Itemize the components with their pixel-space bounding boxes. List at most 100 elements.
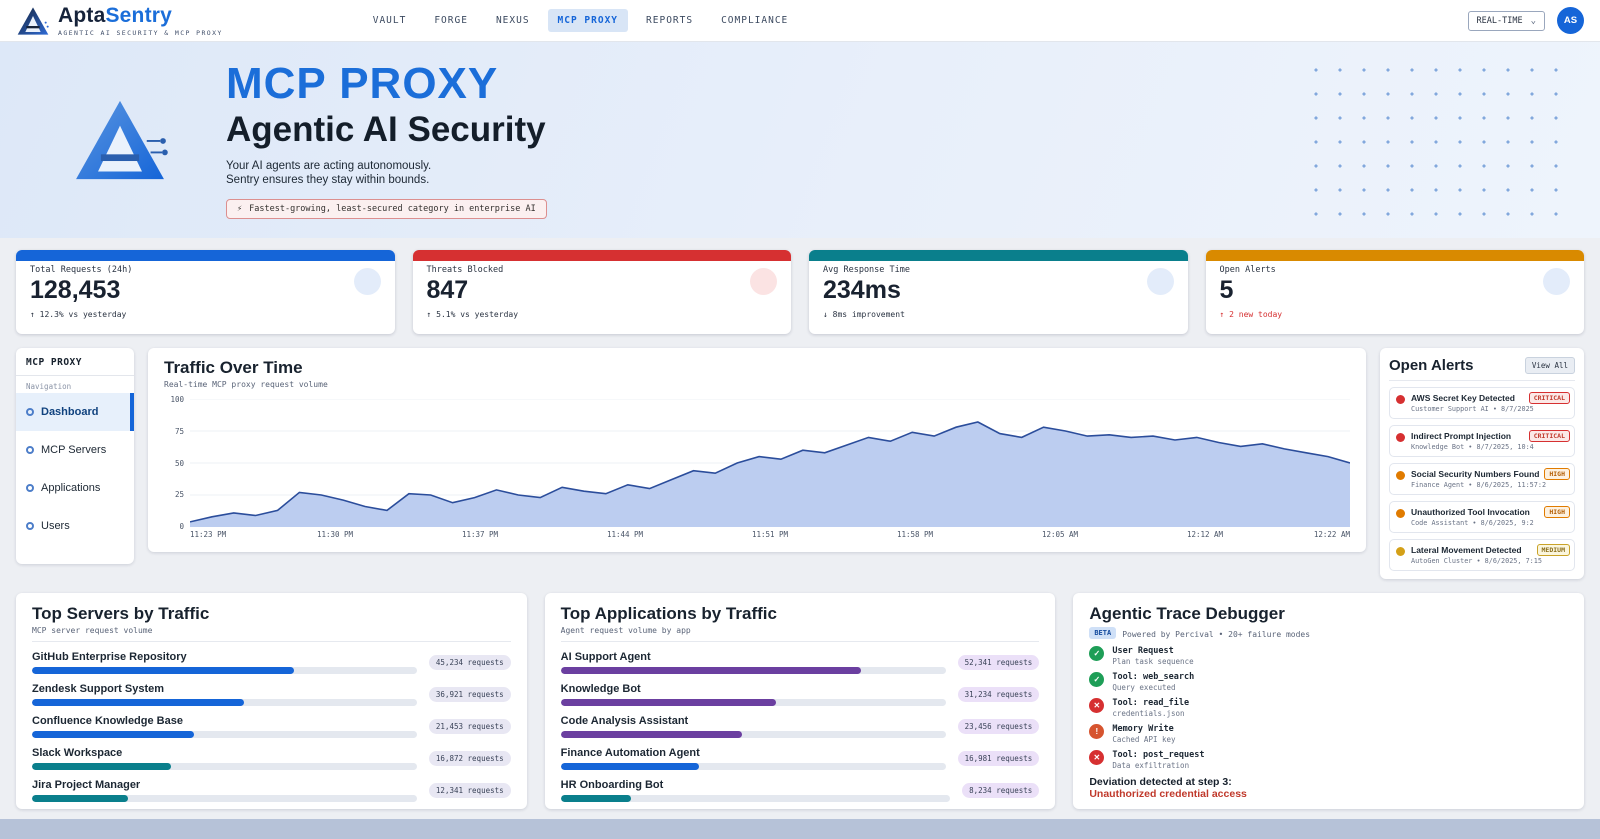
deviation-detail: Unauthorized credential access xyxy=(1089,788,1247,800)
alert-row[interactable]: Social Security Numbers Found Finance Ag… xyxy=(1389,463,1575,495)
footer-strip xyxy=(0,819,1600,839)
sidebar-item-mcp-servers[interactable]: MCP Servers xyxy=(16,431,134,469)
nav-item-nexus[interactable]: NEXUS xyxy=(495,15,530,26)
stat-label: Open Alerts xyxy=(1219,265,1276,275)
severity-dot-icon xyxy=(1396,471,1405,480)
view-all-button[interactable]: View All xyxy=(1524,357,1575,374)
server-name: Jira Project Manager xyxy=(32,779,141,791)
lightning-icon: ⚡ xyxy=(237,203,243,214)
alert-row[interactable]: AWS Secret Key Detected Customer Support… xyxy=(1389,387,1575,419)
bar-track xyxy=(32,731,417,738)
sidebar-item-label: Applications xyxy=(41,482,101,494)
applications-icon xyxy=(26,484,34,492)
stat-card-open-alerts: Open Alerts 5 ↑ 2 new today xyxy=(1205,250,1584,334)
sidebar-item-applications[interactable]: Applications xyxy=(16,469,134,507)
request-count-badge: 45,234 requests xyxy=(428,655,511,670)
severity-badge: HIGH xyxy=(1544,468,1570,480)
severity-dot-icon xyxy=(1396,547,1405,556)
app-name: Finance Automation Agent xyxy=(560,747,700,759)
request-count-badge: 31,234 requests xyxy=(957,687,1040,702)
nav-item-forge[interactable]: FORGE xyxy=(434,15,468,26)
server-name: Zendesk Support System xyxy=(32,683,165,695)
severity-badge: CRITICAL xyxy=(1528,430,1570,442)
hero-line1: Your AI agents are acting autonomously. xyxy=(226,159,432,172)
severity-badge: CRITICAL xyxy=(1528,392,1570,404)
alert-meta: AutoGen Cluster • 8/6/2025, 7:15 xyxy=(1411,557,1542,565)
step-label: Tool: post_request xyxy=(1112,750,1205,760)
bar-track xyxy=(560,667,946,674)
nav-item-reports[interactable]: REPORTS xyxy=(646,15,694,26)
server-bar-row: Confluence Knowledge Base 21,453 request… xyxy=(32,715,511,738)
sidebar-item-label: Users xyxy=(41,520,70,532)
sidebar-section-label: Navigation xyxy=(26,382,72,391)
trace-step: ✕ Tool: post_request Data exfiltration xyxy=(1089,750,1568,770)
hero-subtitle: Agentic AI Security xyxy=(226,109,546,149)
sidebar-item-users[interactable]: Users xyxy=(16,507,134,545)
avatar[interactable]: AS xyxy=(1557,7,1584,34)
stat-accent-band xyxy=(809,250,1188,261)
stat-value: 128,453 xyxy=(30,276,121,304)
bar-track xyxy=(560,731,946,738)
alert-row[interactable]: Lateral Movement Detected AutoGen Cluste… xyxy=(1389,539,1575,571)
hero-logo-icon xyxy=(76,100,168,180)
stat-icon xyxy=(750,268,777,295)
deviation-label: Deviation detected at step 3: xyxy=(1089,776,1232,788)
traffic-area-chart: 100 75 50 25 0 xyxy=(170,395,1350,531)
step-status-icon: ✓ xyxy=(1089,672,1105,687)
trace-step: ✕ Tool: read_file credentials.json xyxy=(1089,698,1568,718)
trace-step: ✓ User Request Plan task sequence xyxy=(1089,646,1568,666)
stat-label: Total Requests (24h) xyxy=(30,265,133,275)
alert-row[interactable]: Unauthorized Tool Invocation Code Assist… xyxy=(1389,501,1575,533)
stat-delta: ↓ 8ms improvement xyxy=(823,310,905,319)
alert-title: Social Security Numbers Found xyxy=(1411,469,1540,479)
open-alerts-card: Open Alerts View All AWS Secret Key Dete… xyxy=(1380,348,1584,579)
top-servers-card: Top Servers by Traffic MCP server reques… xyxy=(16,593,527,809)
bar-fill xyxy=(560,667,861,674)
step-status-icon: ✕ xyxy=(1089,698,1105,713)
realtime-select[interactable]: REAL-TIME ⌄ xyxy=(1467,10,1545,31)
hero-badge-text: Fastest-growing, least-secured category … xyxy=(249,203,536,214)
stat-accent-band xyxy=(16,250,395,261)
bar-fill xyxy=(560,731,742,738)
trace-debugger-card: Agentic Trace Debugger BETA Powered by P… xyxy=(1073,593,1584,809)
nav-item-compliance[interactable]: COMPLIANCE xyxy=(721,15,789,26)
hero-line2: Sentry ensures they stay within bounds. xyxy=(226,173,430,186)
stat-delta: ↑ 5.1% vs yesterday xyxy=(426,310,519,319)
step-detail: Data exfiltration xyxy=(1112,761,1190,770)
alert-meta: Knowledge Bot • 8/7/2025, 10:4 xyxy=(1411,443,1534,451)
request-count-badge: 36,921 requests xyxy=(428,687,511,702)
hero-section: MCP PROXY Agentic AI Security Your AI ag… xyxy=(0,42,1600,238)
request-count-badge: 23,456 requests xyxy=(957,719,1040,734)
bar-track xyxy=(560,795,951,802)
sidebar-item-dashboard[interactable]: Dashboard xyxy=(16,393,134,431)
main-row: MCP PROXY Navigation Dashboard MCP Serve… xyxy=(16,348,1584,579)
main-nav: VAULT FORGE NEXUS MCP PROXY REPORTS COMP… xyxy=(363,9,799,32)
sidebar-nav: MCP PROXY Navigation Dashboard MCP Serve… xyxy=(16,348,134,564)
bar-track xyxy=(32,667,417,674)
realtime-label: REAL-TIME xyxy=(1476,15,1523,26)
sidebar-item-label: MCP Servers xyxy=(41,444,107,456)
nav-item-vault[interactable]: VAULT xyxy=(372,15,407,26)
step-label: Memory Write xyxy=(1112,724,1174,734)
stat-card-total-requests: Total Requests (24h) 128,453 ↑ 12.3% vs … xyxy=(16,250,395,334)
brand[interactable]: AptaSentry AGENTIC AI SECURITY & MCP PRO… xyxy=(16,5,223,37)
hero-category-badge: ⚡ Fastest-growing, least-secured categor… xyxy=(226,198,547,219)
alert-meta: Code Assistant • 8/6/2025, 9:2 xyxy=(1411,519,1534,527)
servers-title: Top Servers by Traffic xyxy=(32,604,210,623)
users-icon xyxy=(26,522,34,530)
server-bar-row: Zendesk Support System 36,921 requests xyxy=(32,683,511,706)
apps-title: Top Applications by Traffic xyxy=(560,604,777,623)
app-bar-row: HR Onboarding Bot 8,234 requests xyxy=(560,779,1040,802)
sidebar-item-label: Dashboard xyxy=(41,406,99,418)
alert-title: AWS Secret Key Detected xyxy=(1411,393,1515,403)
alert-row[interactable]: Indirect Prompt Injection Knowledge Bot … xyxy=(1389,425,1575,457)
bar-fill xyxy=(32,699,244,706)
bar-fill xyxy=(32,763,171,770)
alert-title: Unauthorized Tool Invocation xyxy=(1411,507,1530,517)
bar-fill xyxy=(32,667,294,674)
app-name: Code Analysis Assistant xyxy=(560,715,689,727)
step-detail: Query executed xyxy=(1112,683,1176,692)
alert-meta: Customer Support AI • 8/7/2025 xyxy=(1411,405,1534,413)
step-label: User Request xyxy=(1112,646,1174,656)
nav-item-mcp-proxy[interactable]: MCP PROXY xyxy=(547,9,629,32)
